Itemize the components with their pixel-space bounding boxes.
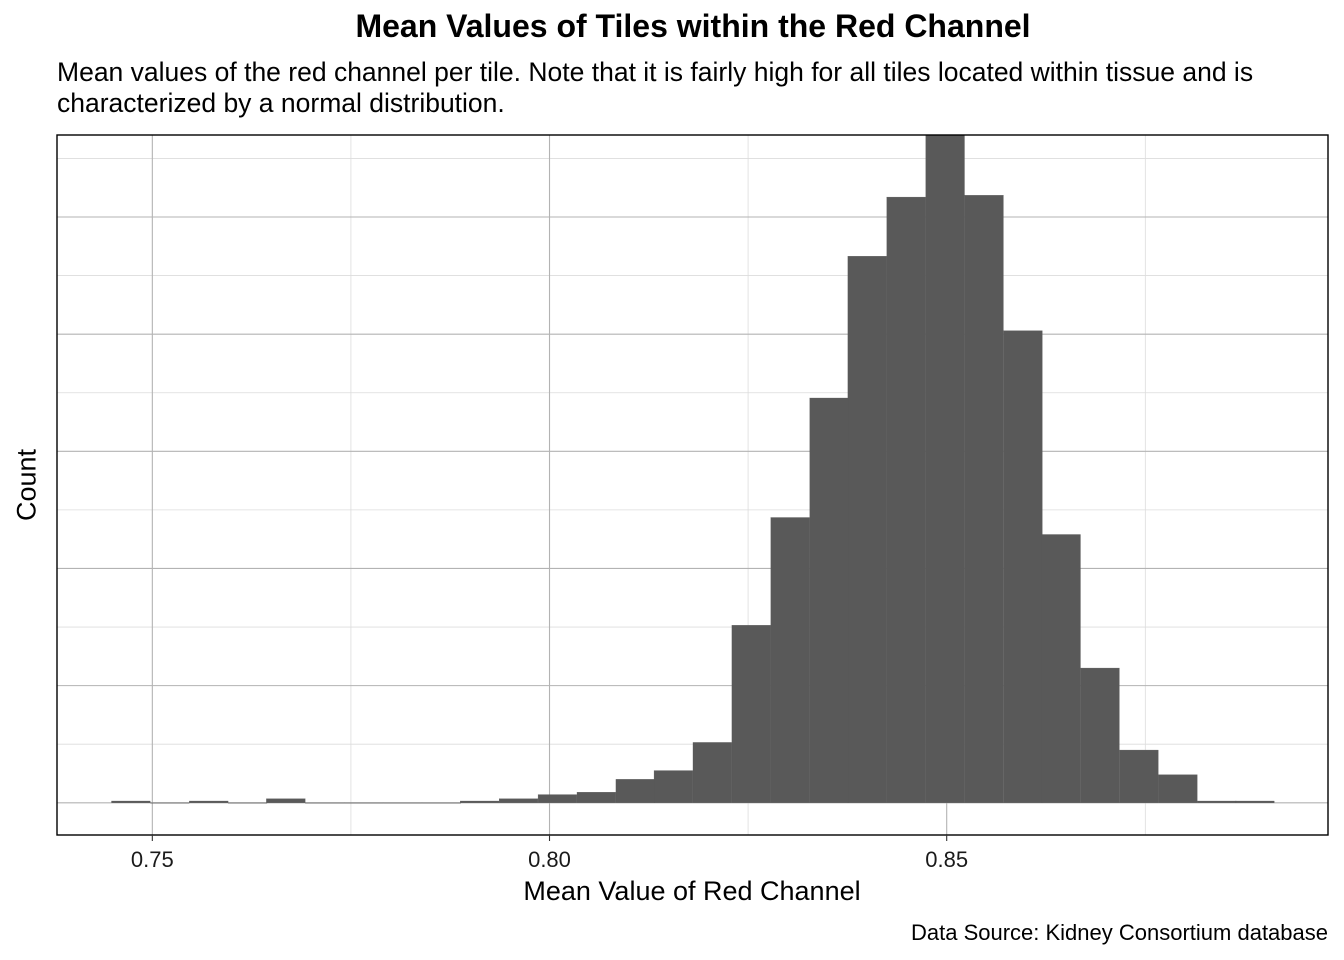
histogram-bar: [615, 779, 655, 803]
histogram-bar: [964, 195, 1004, 803]
histogram-bar: [576, 792, 616, 803]
chart-caption: Data Source: Kidney Consortium database: [910, 920, 1328, 945]
histogram-bar: [460, 800, 500, 803]
major-gridlines: [57, 135, 1328, 835]
x-tick-label: 0.85: [925, 847, 969, 872]
histogram-bar: [1003, 330, 1043, 803]
histogram-bar: [1119, 749, 1159, 803]
histogram-bar: [692, 742, 732, 803]
histogram-bar: [1080, 667, 1120, 803]
histogram-bar: [150, 802, 190, 804]
chart-title: Mean Values of Tiles within the Red Chan…: [355, 8, 1031, 44]
histogram-bar: [228, 802, 268, 804]
histogram-bar: [1158, 774, 1198, 803]
x-axis-label: Mean Value of Red Channel: [523, 876, 861, 906]
histogram-bar: [1235, 800, 1275, 803]
histogram-bar: [383, 802, 423, 804]
y-axis-label: Count: [11, 448, 42, 522]
histogram-bar: [266, 798, 306, 803]
histogram-bar: [305, 802, 345, 804]
minor-gridlines: [57, 135, 1328, 835]
histogram-bar: [886, 196, 926, 803]
histogram-bar: [770, 517, 810, 803]
histogram-bar: [111, 800, 151, 803]
axis-ticks: [151, 835, 948, 841]
x-tick-label: 0.80: [528, 847, 571, 872]
histogram-bar: [925, 134, 965, 803]
histogram-bar: [344, 802, 384, 804]
x-tick-label: 0.75: [130, 847, 174, 872]
histogram-bar: [1197, 800, 1237, 803]
histogram-bar: [809, 397, 849, 803]
chart-subtitle: Mean values of the red channel per tile.…: [57, 57, 1254, 118]
histogram-bar: [189, 800, 229, 803]
histogram-bar: [653, 770, 693, 803]
histogram-bar: [499, 798, 539, 803]
histogram-bar: [1041, 534, 1081, 803]
histogram-bar: [847, 256, 887, 803]
histogram-bar: [537, 794, 577, 803]
histogram-bars: [111, 134, 1275, 804]
panel-border: [56, 134, 1329, 836]
histogram-bar: [731, 625, 771, 803]
histogram-bar: [421, 802, 462, 804]
